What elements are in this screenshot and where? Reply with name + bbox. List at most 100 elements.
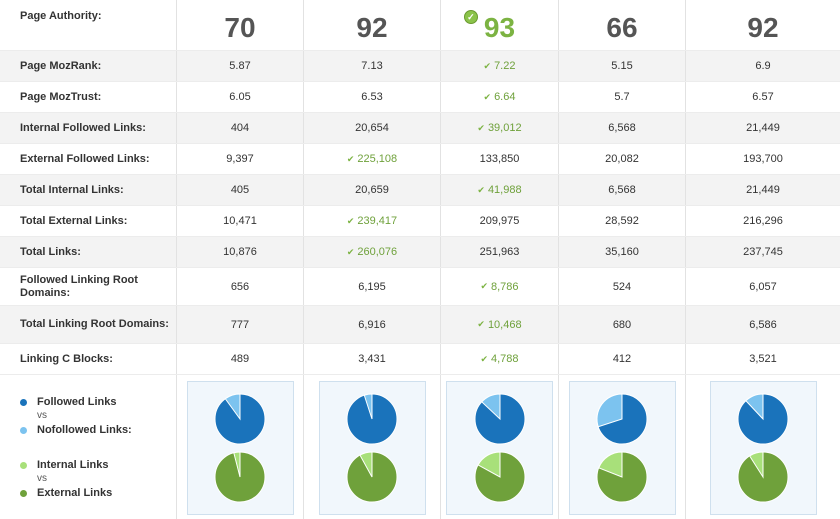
internal-dot-icon — [20, 462, 27, 469]
column-cell: 92 — [685, 0, 840, 50]
pie-slice-minor — [363, 393, 373, 420]
checkmark-icon: ✔ — [483, 60, 492, 71]
followed-vs-nofollowed-pie — [346, 393, 398, 445]
metric-value: 251,963 — [479, 246, 520, 258]
column-cell: 3,521 — [685, 344, 840, 374]
metric-value: 5.87 — [229, 60, 251, 72]
internal-legend: Internal Links vs External Links — [20, 458, 112, 500]
column-cell: 7.13 — [303, 51, 440, 81]
column-cell: 20,082 — [558, 144, 685, 174]
column-cell: 6,195 — [303, 268, 440, 305]
metric-label: Total External Links: — [20, 214, 128, 227]
metric-value: 6,568 — [608, 184, 636, 196]
metric-row: Total External Links: 10,471 ✔ 239,417 209,9… — [0, 206, 840, 237]
metric-value: 3,521 — [749, 353, 777, 365]
followed-vs-nofollowed-pie — [596, 393, 648, 445]
column-cell: ✔ 8,786 — [440, 268, 558, 305]
metric-value: 7.13 — [361, 60, 383, 72]
metric-value: 6.53 — [361, 91, 383, 103]
column-cell: 524 — [558, 268, 685, 305]
metric-value: 656 — [230, 280, 250, 293]
metric-value: 8,786 — [491, 280, 519, 293]
metric-value: 9,397 — [226, 153, 254, 165]
column-cell: 777 — [176, 306, 303, 343]
metric-label: External Followed Links: — [20, 152, 150, 165]
chart-box — [568, 381, 676, 515]
followed-vs-nofollowed-pie — [214, 393, 266, 445]
checkmark-icon: ✔ — [480, 353, 488, 364]
metric-value: 524 — [612, 280, 632, 293]
column-cell: 404 — [176, 113, 303, 143]
column-cell: ✔ 225,108 — [303, 144, 440, 174]
column-cell: 6,057 — [685, 268, 840, 305]
metric-value: 4,788 — [491, 353, 519, 365]
checkmark-icon: ✔ — [477, 319, 485, 329]
checkmark-icon: ✔ — [483, 91, 492, 102]
metric-value: 6,195 — [358, 280, 386, 293]
column-cell: ✔ 260,076 — [303, 237, 440, 267]
column-cell: 6,916 — [303, 306, 440, 343]
metric-value: 3,431 — [358, 353, 386, 365]
column-cell: 656 — [176, 268, 303, 305]
column-cell: 21,449 — [685, 175, 840, 205]
external-dot-icon — [20, 490, 27, 497]
column-cell: 251,963 — [440, 237, 558, 267]
checkmark-icon: ✔ — [477, 184, 485, 195]
metric-label: Total Internal Links: — [20, 183, 124, 196]
column-cell: 9,397 — [176, 144, 303, 174]
metric-label: Internal Followed Links: — [20, 121, 146, 134]
page-authority-value: 66 — [606, 12, 638, 43]
nofollowed-dot-icon — [20, 427, 27, 434]
metric-value: 10,876 — [223, 246, 257, 258]
pie-slice-minor — [224, 393, 241, 421]
column-cell: 216,296 — [685, 206, 840, 236]
column-cell: 405 — [176, 175, 303, 205]
page-authority-row: Page Authority: 70 92 ✓ 93 66 92 — [0, 0, 840, 51]
metric-value: 35,160 — [605, 246, 639, 258]
column-cell: 6,568 — [558, 113, 685, 143]
metric-value: 39,012 — [487, 122, 522, 134]
chart-cell — [558, 375, 685, 519]
column-cell: 92 — [303, 0, 440, 50]
column-cell: 10,876 — [176, 237, 303, 267]
metric-value: 404 — [230, 122, 250, 134]
internal-vs-external-pie — [596, 451, 648, 503]
chart-cell — [440, 375, 558, 519]
metric-value: 777 — [230, 318, 250, 331]
metric-value: 20,082 — [605, 153, 639, 165]
metric-value: 209,975 — [479, 215, 520, 227]
metric-value: 412 — [612, 353, 632, 365]
column-cell: 28,592 — [558, 206, 685, 236]
chart-cell — [303, 375, 440, 519]
metric-row: Linking C Blocks: 489 3,431 ✔ 4,788 412 3,521 — [0, 344, 840, 375]
metric-value: 6.64 — [494, 91, 516, 103]
column-cell: ✔ 39,012 — [440, 113, 558, 143]
metric-value: 6.57 — [752, 91, 774, 103]
metric-row: Total Linking Root Domains: 777 6,916 ✔ 10,4… — [0, 306, 840, 344]
metric-row: Total Internal Links: 405 20,659 ✔ 41,988 6,5… — [0, 175, 840, 206]
metric-value: 10,471 — [223, 215, 257, 227]
metric-label: Followed Linking Root Domains: — [20, 273, 138, 299]
column-cell: 680 — [558, 306, 685, 343]
column-cell: 6.9 — [685, 51, 840, 81]
pie-slice-minor — [748, 451, 764, 479]
chart-legend: Followed Links vs Nofollowed Links: Inte… — [0, 375, 176, 519]
column-cell: 6.57 — [685, 82, 840, 112]
column-cell: 193,700 — [685, 144, 840, 174]
metric-label: Page Authority: — [20, 10, 102, 22]
column-cell: ✔ 239,417 — [303, 206, 440, 236]
column-cell: ✔ 4,788 — [440, 344, 558, 374]
column-cell: 20,654 — [303, 113, 440, 143]
checkmark-icon: ✔ — [480, 281, 488, 291]
metric-value: 21,449 — [746, 122, 780, 134]
column-cell: ✔ 6.64 — [440, 82, 558, 112]
metric-row: Total Links: 10,876 ✔ 260,076 251,963 35,160 2… — [0, 237, 840, 268]
metric-value: 216,296 — [743, 215, 783, 227]
pie-slice-minor — [359, 451, 373, 478]
column-cell: 6,586 — [685, 306, 840, 343]
metric-value: 193,700 — [743, 153, 783, 165]
pie-slice-minor — [598, 451, 623, 478]
metric-value: 133,850 — [479, 153, 520, 165]
chart-box — [318, 381, 426, 515]
checkmark-icon: ✔ — [346, 153, 355, 164]
